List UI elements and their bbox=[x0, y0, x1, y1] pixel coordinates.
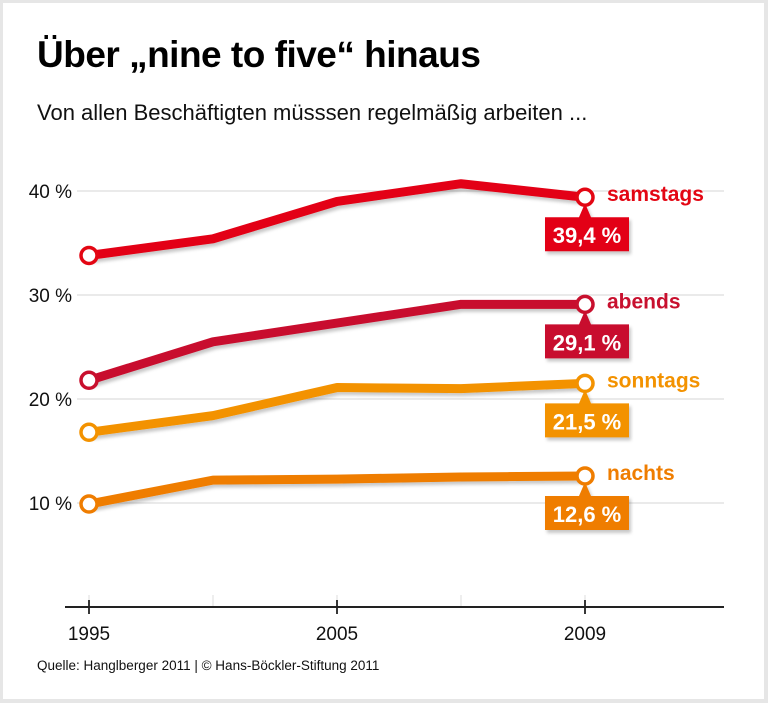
series-label-nachts: nachts bbox=[607, 462, 675, 485]
source-note: Quelle: Hanglberger 2011 | © Hans-Böckle… bbox=[37, 658, 380, 673]
chart-title: Über „nine to five“ hinaus bbox=[37, 34, 481, 75]
x-axis: 1995 2005 2009 bbox=[65, 600, 724, 645]
point-marker-start bbox=[79, 422, 99, 443]
point-marker-end bbox=[575, 373, 595, 394]
point-marker-start bbox=[79, 494, 99, 514]
point-marker-start bbox=[79, 245, 99, 266]
value-callout bbox=[545, 481, 629, 530]
series-line-sonntags bbox=[88, 378, 586, 437]
value-callout bbox=[545, 389, 629, 438]
gridlines bbox=[77, 190, 724, 607]
value-label: 39,4 % bbox=[553, 223, 622, 248]
end-labels: 39,4 % samstags 29,1 % abends 21,5 % sonntags… bbox=[545, 183, 704, 530]
series-label-samstags: samstags bbox=[607, 183, 704, 206]
x-tick-label: 2009 bbox=[564, 624, 606, 645]
point-marker-start bbox=[79, 370, 99, 391]
x-tick-label: 1995 bbox=[68, 624, 110, 645]
y-tick-label: 10 % bbox=[29, 494, 72, 515]
series-line-abends bbox=[87, 299, 585, 385]
chart-subtitle: Von allen Beschäftigten müsssen regelmäß… bbox=[37, 100, 588, 125]
value-label: 12,6 % bbox=[553, 502, 622, 527]
infographic-card bbox=[3, 3, 764, 699]
series-line-samstags bbox=[88, 179, 586, 260]
value-label: 29,1 % bbox=[553, 330, 622, 355]
point-marker-end bbox=[575, 294, 595, 315]
x-tick-label: 2005 bbox=[316, 624, 358, 645]
y-tick-label: 40 % bbox=[29, 182, 72, 203]
series-label-abends: abends bbox=[607, 290, 681, 313]
point-marker-end bbox=[575, 466, 595, 486]
point-marker-end bbox=[575, 187, 595, 207]
value-callout bbox=[545, 310, 629, 359]
value-callout bbox=[545, 203, 629, 252]
series-label-sonntags: sonntags bbox=[607, 369, 700, 392]
y-tick-label: 30 % bbox=[29, 286, 72, 307]
y-tick-label: 20 % bbox=[29, 390, 72, 411]
value-label: 21,5 % bbox=[553, 409, 622, 434]
series-lines bbox=[79, 179, 586, 514]
series-line-nachts bbox=[88, 471, 586, 509]
y-axis-ticks: 10 % 20 % 30 % 40 % bbox=[29, 182, 72, 515]
